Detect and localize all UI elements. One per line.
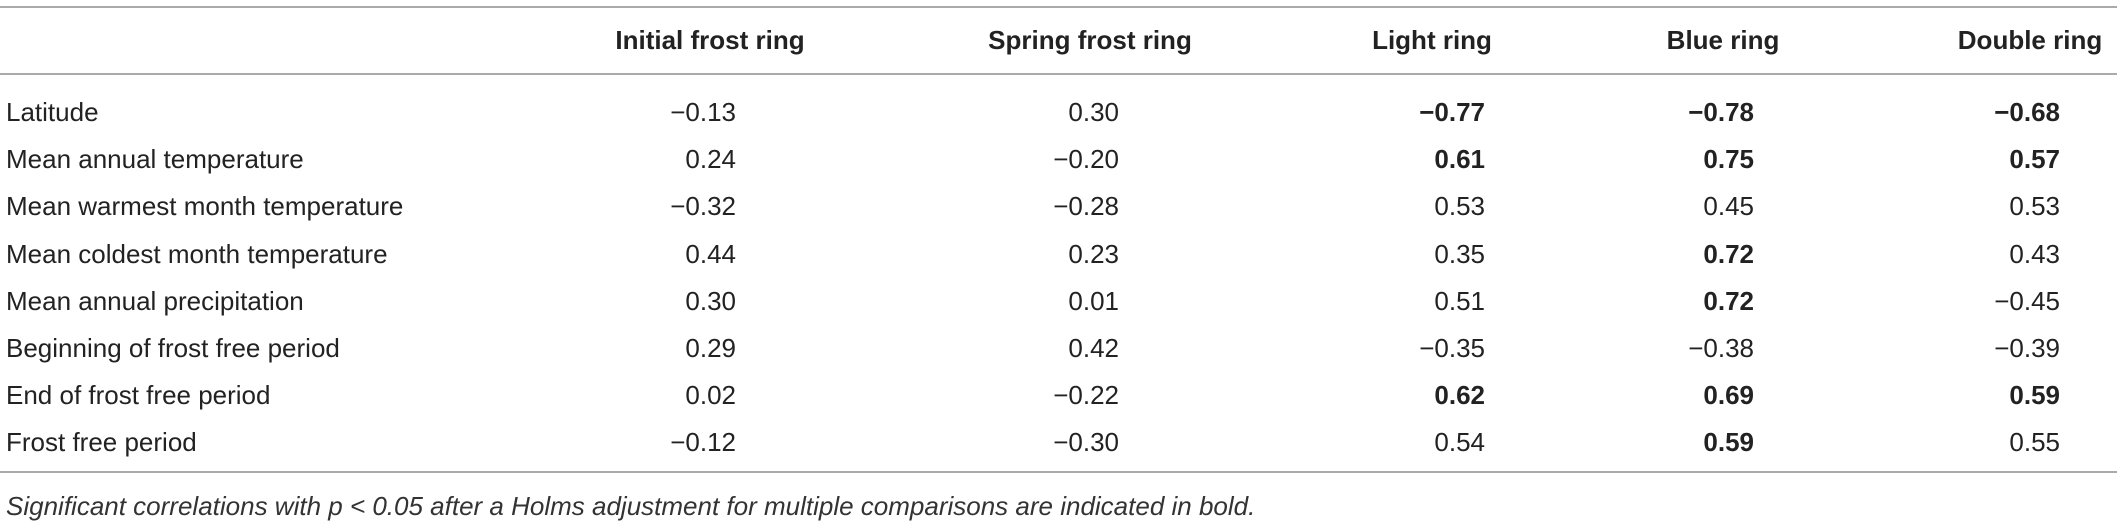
cell-value: 0.55 <box>2009 427 2060 458</box>
cell-value: −0.35 <box>1419 333 1485 363</box>
cell-value: 0.54 <box>1434 427 1485 458</box>
cell-value: 0.72 <box>1703 285 1754 316</box>
cell-value: −0.12 <box>670 427 736 458</box>
row-label: Latitude <box>6 97 99 127</box>
footnote: Significant correlations with p < 0.05 a… <box>6 491 1256 521</box>
row-label: Mean warmest month temperature <box>6 191 404 222</box>
cell-value: −0.28 <box>1053 191 1119 222</box>
row-label: Frost free period <box>6 427 197 458</box>
cell-value: 0.42 <box>1068 333 1119 363</box>
top-rule <box>0 6 2117 8</box>
cell-value: 0.45 <box>1703 191 1754 222</box>
cell-value: 0.23 <box>1068 238 1119 269</box>
cell-value: 0.02 <box>685 380 736 411</box>
cell-value: 0.44 <box>685 238 736 269</box>
cell-value: 0.57 <box>2009 144 2060 175</box>
column-header: Blue ring <box>1666 25 1780 55</box>
row-label: End of frost free period <box>6 380 271 411</box>
cell-value: 0.59 <box>1703 427 1754 458</box>
row-label: Beginning of frost free period <box>6 333 340 363</box>
cell-value: 0.75 <box>1703 144 1754 175</box>
cell-value: −0.77 <box>1419 97 1485 127</box>
cell-value: 0.43 <box>2009 238 2060 269</box>
cell-value: 0.30 <box>685 285 736 316</box>
cell-value: 0.01 <box>1068 285 1119 316</box>
cell-value: 0.69 <box>1703 380 1754 411</box>
cell-value: 0.61 <box>1434 144 1485 175</box>
cell-value: −0.78 <box>1688 97 1754 127</box>
cell-value: 0.24 <box>685 144 736 175</box>
column-header: Spring frost ring <box>988 25 1192 55</box>
cell-value: −0.68 <box>1994 97 2060 127</box>
row-label: Mean coldest month temperature <box>6 238 388 269</box>
cell-value: −0.39 <box>1994 333 2060 363</box>
cell-value: −0.38 <box>1688 333 1754 363</box>
cell-value: 0.35 <box>1434 238 1485 269</box>
cell-value: −0.13 <box>670 97 736 127</box>
cell-value: 0.30 <box>1068 97 1119 127</box>
cell-value: 0.53 <box>2009 191 2060 222</box>
cell-value: 0.59 <box>2009 380 2060 411</box>
bottom-rule <box>0 471 2117 473</box>
cell-value: 0.53 <box>1434 191 1485 222</box>
cell-value: −0.45 <box>1994 285 2060 316</box>
header-rule <box>0 73 2117 75</box>
cell-value: 0.72 <box>1703 238 1754 269</box>
column-header: Double ring <box>1957 25 2103 55</box>
row-label: Mean annual precipitation <box>6 285 304 316</box>
cell-value: −0.30 <box>1053 427 1119 458</box>
column-header: Light ring <box>1372 25 1492 55</box>
cell-value: −0.22 <box>1053 380 1119 411</box>
cell-value: 0.29 <box>685 333 736 363</box>
cell-value: −0.20 <box>1053 144 1119 175</box>
cell-value: 0.51 <box>1434 285 1485 316</box>
column-header: Initial frost ring <box>615 25 805 55</box>
cell-value: −0.32 <box>670 191 736 222</box>
cell-value: 0.62 <box>1434 380 1485 411</box>
row-label: Mean annual temperature <box>6 144 304 175</box>
